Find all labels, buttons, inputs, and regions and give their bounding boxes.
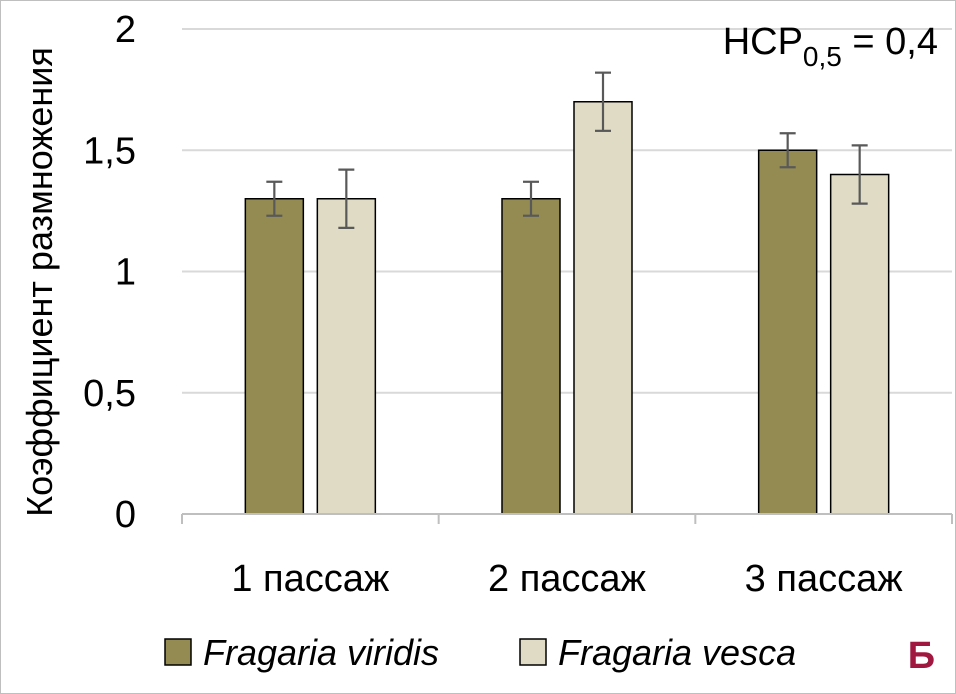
- y-tick-label: 1: [115, 252, 136, 294]
- error-bars: [266, 71, 868, 229]
- bar: [757, 149, 818, 515]
- y-tick-label: 1,5: [83, 130, 136, 172]
- y-tick-label: 0,5: [83, 373, 136, 415]
- bars: [244, 101, 890, 515]
- x-axis: 1 пассаж 2 пассаж 3 пассаж: [181, 513, 953, 600]
- y-tick-label: 2: [115, 9, 136, 51]
- legend-label: Fragaria vesca: [558, 632, 796, 673]
- x-tick-label: 2 пассаж: [488, 558, 647, 600]
- bar: [573, 101, 633, 515]
- x-tick-label: 1 пассаж: [231, 558, 390, 600]
- legend-swatch: [519, 638, 547, 666]
- y-tick-label: 0: [115, 494, 136, 536]
- bar: [316, 198, 377, 515]
- bar: [829, 173, 890, 515]
- y-axis-ticks: 0 0,5 1 1,5 2: [83, 9, 136, 536]
- panel-label: Б: [908, 635, 935, 677]
- bar: [244, 198, 305, 515]
- grid-lines: [182, 28, 952, 394]
- legend-swatch: [164, 638, 192, 666]
- legend: Fragaria viridis Fragaria vesca: [164, 632, 796, 673]
- x-tick-label: 3 пассаж: [745, 558, 904, 600]
- bar: [501, 198, 561, 515]
- y-axis-label: Коэффициент размножения: [19, 47, 60, 517]
- legend-label: Fragaria viridis: [203, 632, 439, 673]
- lsd-annotation: НСР0,5 = 0,4: [723, 21, 938, 72]
